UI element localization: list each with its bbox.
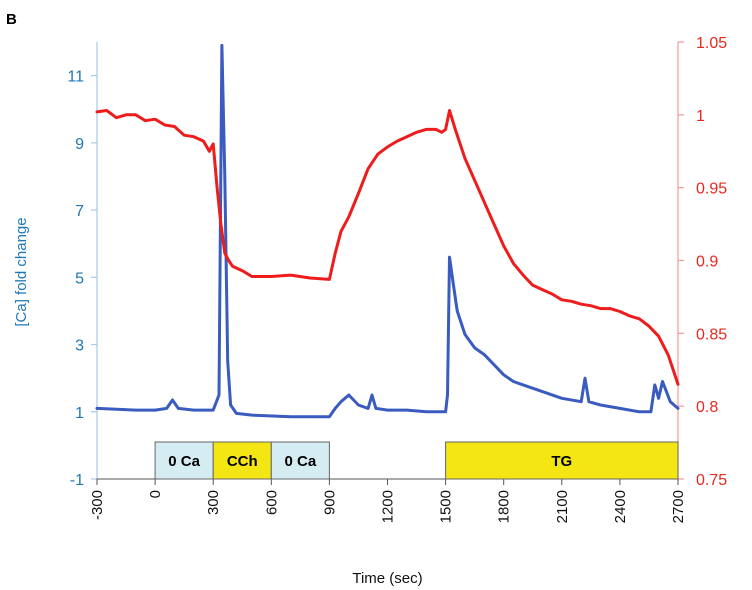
y-axis-title-left: [Ca] fold change [13,217,30,326]
x-tick-label: 1500 [438,490,455,523]
treatment-bar [445,441,679,480]
left-tick-label: 7 [75,203,84,220]
right-tick-label: 0.85 [696,326,727,343]
left-tick-label: 11 [67,69,84,86]
x-tick-label: 2100 [554,490,571,523]
right-tick-label: 1 [696,108,705,125]
calcium-series-line [95,43,680,419]
x-axis-title: Time (sec) [352,570,422,587]
right-tick-label: 0.9 [696,254,718,271]
x-tick-label: 1800 [496,490,513,523]
ratio-series-line [95,109,680,386]
x-tick-label: 600 [263,490,280,515]
treatment-bar-label: CCh [227,453,258,470]
x-tick-label: 0 [147,490,164,498]
left-tick-label: 9 [75,136,84,153]
left-tick-label: 5 [75,270,84,287]
left-tick-label: 1 [75,405,84,422]
x-tick-label: 1200 [380,490,397,523]
treatment-bar [270,441,330,480]
treatment-bar-label: 0 Ca [285,453,317,470]
x-tick-label: -300 [89,490,106,520]
x-tick-label: 2400 [612,490,629,523]
right-tick-label: 0.95 [696,181,727,198]
right-tick-label: 0.75 [696,472,727,489]
x-tick-label: 2700 [670,490,687,523]
right-tick-label: 0.8 [696,399,718,416]
x-tick-label: 300 [205,490,222,515]
panel-label: B [6,11,17,28]
x-tick-label: 900 [321,490,338,515]
right-tick-label: 1.05 [696,35,727,52]
treatment-bar-label: 0 Ca [168,453,200,470]
treatment-bar-label: TG [551,453,572,470]
treatment-bar [154,441,214,480]
left-tick-label: 3 [75,338,84,355]
left-tick-label: -1 [70,472,84,489]
treatment-bar [212,441,272,480]
